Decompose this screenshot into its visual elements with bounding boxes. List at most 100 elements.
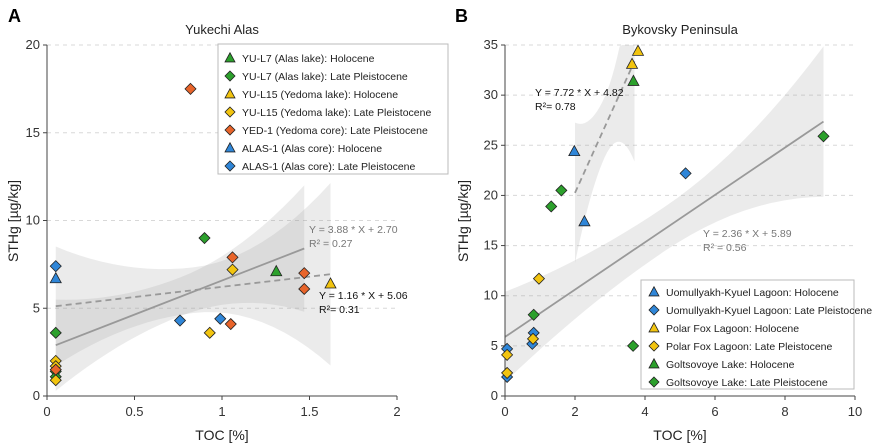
panel-a-legend-label-7: ALAS-1 (Alas core): Late Pleistocene — [242, 161, 415, 173]
panel-a: A Yukechi Alas 0 5 10 15 20 0 0.5 1 1.5 2 TOC [%]… — [5, 6, 449, 443]
panel-b-series-6-point — [527, 308, 540, 321]
panel-b-legend-label-3: Polar Fox Lagoon: Holocene — [666, 323, 799, 335]
panel-b-x-tick-label: 10 — [848, 404, 862, 419]
panel-b-series-6-point — [555, 184, 568, 197]
panel-b-legend-label-6: Goltsovoye Lake: Late Pleistocene — [666, 377, 828, 389]
panel-b-fit-2-equation: Y = 7.72 * X + 4.82 — [535, 87, 624, 99]
panel-a-y-tick-label: 20 — [26, 37, 40, 52]
panel-b-legend-label-4: Polar Fox Lagoon: Late Pleistocene — [666, 341, 833, 353]
panel-b-confidence-band-2 — [575, 45, 635, 264]
panel-b-y-axis-label: STHg [µg/kg] — [455, 180, 471, 262]
panel-a-title: Yukechi Alas — [185, 22, 259, 37]
panel-b-legend: Uomullyakh-Kyuel Lagoon: Holocene Uomully… — [640, 279, 872, 390]
panel-a-x-tick-label: 1.5 — [300, 404, 318, 419]
panel-b-y-tick-label: 20 — [484, 187, 498, 202]
panel-a-legend-label-6: ALAS-1 (Alas core): Holocene — [242, 143, 382, 155]
panel-b: B Bykovsky Peninsula 0 5 10 15 20 25 30 35 0 2 4 6 8… — [455, 6, 872, 443]
panel-b-legend-marker-5 — [648, 357, 660, 369]
panel-a-x-axis-label: TOC [%] — [195, 427, 248, 443]
panel-a-x-tick-label: 1 — [218, 404, 225, 419]
panel-b-series-4-point — [501, 366, 514, 379]
panel-a-series-4-point — [203, 326, 216, 339]
panel-b-series-3-point — [631, 44, 645, 56]
panel-b-fit-line-1 — [504, 120, 825, 338]
panel-a-y-tick-label: 0 — [33, 388, 40, 403]
panel-b-series-4-point — [501, 348, 514, 361]
panel-a-legend-label-2: YU-L7 (Alas lake): Late Pleistocene — [242, 71, 408, 83]
panel-a-series-2-point — [49, 326, 62, 339]
panel-b-fit-1-r2: R² = 0.56 — [703, 242, 747, 254]
panel-a-x-tick-label: 0.5 — [125, 404, 143, 419]
panel-a-y-tick-label: 10 — [26, 213, 40, 228]
panel-b-fit-line-2 — [574, 60, 636, 194]
panel-b-fit-2-r2: R²= 0.78 — [535, 101, 576, 113]
panel-a-fit-2-r2: R²= 0.31 — [319, 304, 360, 316]
panel-b-x-tick-label: 2 — [571, 404, 578, 419]
panel-b-legend-marker-2 — [648, 304, 660, 316]
panel-a-confidence-band-1 — [55, 185, 305, 391]
panel-b-series-2-point — [679, 167, 692, 180]
panel-b-legend-label-1: Uomullyakh-Kyuel Lagoon: Holocene — [666, 287, 839, 299]
panel-b-legend-box — [640, 279, 855, 390]
panel-a-fit-line-1 — [55, 247, 305, 347]
panel-a-series-7-point — [49, 260, 62, 273]
panel-b-legend-label-2: Uomullyakh-Kyuel Lagoon: Late Pleistocen… — [666, 305, 872, 317]
panel-a-series-7-point — [173, 314, 187, 327]
panel-a-label: A — [8, 6, 21, 26]
panel-b-x-tick-label: 8 — [781, 404, 788, 419]
panel-b-y-tick-label: 15 — [484, 238, 498, 253]
panel-b-fit-1-equation: Y = 2.36 * X + 5.89 — [703, 228, 792, 240]
panel-a-legend-label-3: YU-L15 (Yedoma lake): Holocene — [242, 89, 398, 101]
panel-b-series-4-point — [526, 332, 540, 345]
panel-a-series-5-point — [184, 82, 197, 95]
panel-b-legend-label-5: Goltsovoye Lake: Holocene — [666, 359, 795, 371]
panel-b-x-tick-label: 6 — [711, 404, 718, 419]
panel-a-series-3-point — [324, 277, 337, 289]
panel-a-legend-marker-5 — [224, 124, 236, 136]
panel-b-confidence-band-1 — [505, 46, 824, 383]
panel-a-fit-line-2 — [55, 273, 331, 308]
panel-b-legend-marker-3 — [648, 321, 660, 333]
panel-a-legend-label-1: YU-L7 (Alas lake): Holocene — [242, 53, 375, 65]
panel-a-legend-marker-1 — [224, 51, 236, 63]
panel-a-series-2-point — [198, 231, 211, 245]
panel-a-series-5-point — [298, 267, 311, 280]
panel-a-legend-marker-2 — [224, 70, 236, 82]
panel-a-series-6-point — [49, 271, 62, 284]
panel-b-series-4-point — [532, 272, 546, 285]
panel-a-legend-marker-6 — [224, 141, 236, 153]
panel-b-series-1-point — [578, 214, 591, 227]
panel-a-legend-label-4: YU-L15 (Yedoma lake): Late Pleistocene — [242, 107, 431, 119]
panel-a-legend-marker-7 — [224, 160, 236, 172]
panel-b-y-tick-label: 35 — [484, 37, 498, 52]
panel-b-y-tick-label: 0 — [491, 388, 498, 403]
panel-a-legend-box — [217, 43, 449, 175]
panel-b-series-6-point — [627, 339, 640, 352]
panel-a-series-4-point — [49, 374, 62, 387]
panel-b-series-3-point — [625, 57, 639, 69]
panel-a-y-tick-label: 5 — [33, 300, 40, 315]
panel-b-y-tick-label: 5 — [491, 338, 498, 353]
panel-b-series-1-point — [568, 144, 581, 157]
panel-a-fit-1-equation: Y = 3.88 * X + 2.70 — [309, 224, 398, 236]
panel-a-series-5-point — [49, 363, 62, 376]
panel-a-legend: YU-L7 (Alas lake): Holocene YU-L7 (Alas l… — [217, 43, 449, 175]
panel-a-x-tick-label: 0 — [43, 404, 50, 419]
panel-a-series-5-point — [298, 282, 311, 296]
panel-b-y-tick-label: 25 — [484, 137, 498, 152]
panel-b-x-tick-label: 0 — [501, 404, 508, 419]
panel-b-series-5-point — [627, 74, 640, 86]
panel-b-y-tick-label: 10 — [484, 288, 498, 303]
panel-a-series-4-point — [226, 263, 239, 276]
panel-b-legend-marker-6 — [648, 376, 660, 388]
panel-a-fit-2-equation: Y = 1.16 * X + 5.06 — [319, 290, 408, 302]
panel-b-title: Bykovsky Peninsula — [622, 22, 738, 37]
panel-a-legend-marker-4 — [224, 106, 236, 118]
panel-a-series-7-point — [214, 312, 227, 325]
panel-a-y-axis-label: STHg [µg/kg] — [5, 180, 21, 262]
panel-a-series-5-point — [226, 251, 239, 264]
panel-a-series-1-point — [270, 264, 283, 277]
panel-b-label: B — [455, 6, 468, 26]
panel-a-legend-label-5: YED-1 (Yedoma core): Late Pleistocene — [242, 125, 428, 137]
panel-b-series-6-point — [545, 200, 558, 213]
